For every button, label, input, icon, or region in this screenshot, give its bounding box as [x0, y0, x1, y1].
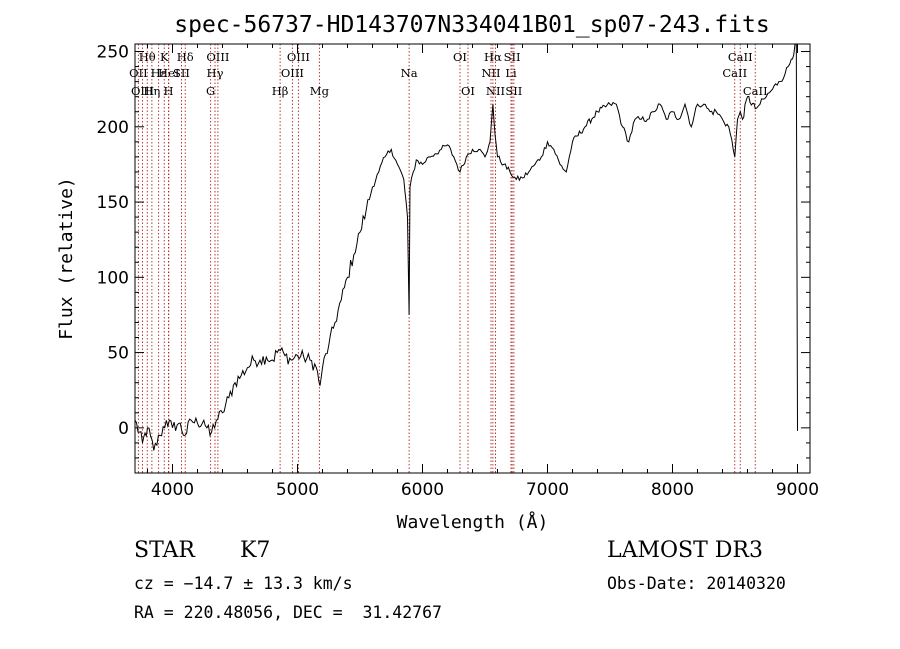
line-label-0: Hθ — [139, 50, 156, 64]
line-label-22: NII — [481, 66, 500, 80]
x-tick-label: 8000 — [651, 480, 694, 500]
line-label-5: HeI — [158, 66, 179, 80]
x-axis-label: Wavelength (Å) — [397, 511, 549, 533]
observation-date: Obs-Date: 20140320 — [607, 574, 786, 593]
y-tick-label: 50 — [107, 344, 129, 364]
coordinates: RA = 220.48056, DEC = 31.42767 — [134, 603, 442, 622]
survey-name: LAMOST DR3 — [607, 538, 763, 563]
line-label-8: Hδ — [177, 50, 194, 64]
line-label-3: Hε — [151, 66, 167, 80]
line-label-9: SII — [173, 66, 190, 80]
line-label-21: SII — [504, 50, 521, 64]
y-tick-label: 250 — [97, 43, 129, 63]
spectrum-line — [135, 44, 798, 451]
line-label-14: OIII — [281, 66, 304, 80]
x-tick-label: 4000 — [151, 480, 194, 500]
line-label-4: K — [160, 50, 169, 64]
chart-title: spec-56737-HD143707N334041B01_sp07-243.f… — [174, 12, 769, 38]
line-label-27: CaII — [722, 66, 747, 80]
y-tick-label: 100 — [97, 268, 129, 288]
line-label-7: H — [163, 84, 173, 98]
x-tick-label: 9000 — [776, 480, 819, 500]
line-label-13: OIII — [287, 50, 310, 64]
line-label-11: Hγ — [207, 66, 224, 80]
plot-frame — [134, 43, 811, 474]
line-label-1: OII — [129, 66, 148, 80]
spectrum-series — [135, 44, 798, 451]
line-label-23: Li — [505, 66, 517, 80]
line-label-16: Mg — [310, 84, 330, 98]
object-class: STAR — [134, 538, 195, 563]
line-label-25: SII — [505, 84, 522, 98]
y-tick-label: 150 — [97, 193, 129, 213]
line-label-19: OI — [461, 84, 475, 98]
line-label-15: Hβ — [272, 84, 289, 98]
line-label-28: CaII — [743, 84, 768, 98]
x-tick-label: 6000 — [401, 480, 444, 500]
line-label-2: OIII — [131, 84, 154, 98]
line-label-6: Hη — [143, 84, 160, 98]
x-tick-label: 5000 — [276, 480, 319, 500]
line-label-17: Na — [401, 66, 418, 80]
object-subclass: K7 — [240, 538, 271, 563]
y-tick-label: 0 — [118, 419, 129, 439]
y-tick-label: 200 — [97, 118, 129, 138]
y-axis-label: Flux (relative) — [56, 177, 77, 340]
line-label-26: CaII — [728, 50, 753, 64]
line-label-24: NII — [486, 84, 505, 98]
x-tick-label: 7000 — [526, 480, 569, 500]
line-label-12: G — [206, 84, 215, 98]
line-label-10: OIII — [206, 50, 229, 64]
redshift-value: cz = −14.7 ± 13.3 km/s — [134, 574, 353, 593]
axis-ticks: 4000 5000 6000 7000 8000 9000 0 50 100 150 200 250 — [97, 43, 820, 500]
spectral-line-markers: Hθ OII OIII Hε K HeI Hη H Hδ SII OIII Hγ G OIII OIII Hβ… — [129, 44, 768, 473]
line-label-20: Hα — [484, 50, 502, 64]
line-label-18: OI — [453, 50, 467, 64]
